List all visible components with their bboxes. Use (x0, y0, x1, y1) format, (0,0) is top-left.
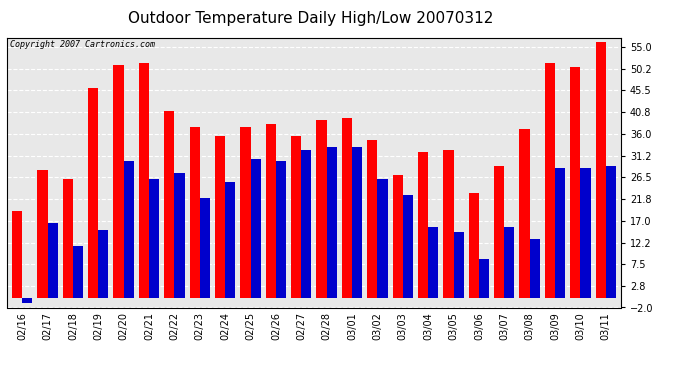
Bar (479, 260, 489, 299)
Bar (342, 118, 352, 298)
Bar (377, 179, 388, 298)
Bar (352, 147, 362, 298)
Bar (225, 182, 235, 298)
Bar (98, 230, 108, 298)
Bar (175, 172, 184, 298)
Bar (403, 195, 413, 298)
Bar (113, 65, 124, 298)
Bar (149, 179, 159, 298)
Bar (73, 246, 83, 298)
Bar (453, 232, 464, 298)
Bar (530, 239, 540, 298)
Bar (276, 161, 286, 298)
Bar (326, 147, 337, 298)
Bar (545, 63, 555, 298)
Bar (240, 127, 250, 298)
Bar (124, 161, 134, 298)
Bar (504, 227, 515, 298)
Bar (190, 127, 200, 298)
Bar (200, 198, 210, 298)
Bar (164, 111, 175, 298)
Bar (215, 136, 225, 298)
Bar (595, 42, 606, 298)
Text: Outdoor Temperature Daily High/Low 20070312: Outdoor Temperature Daily High/Low 20070… (128, 11, 493, 26)
Bar (367, 141, 377, 298)
Bar (291, 136, 302, 298)
Bar (469, 193, 479, 298)
Bar (22, 298, 32, 303)
Bar (418, 152, 428, 298)
Bar (37, 170, 48, 298)
Bar (302, 150, 311, 298)
Bar (12, 211, 22, 298)
Bar (266, 124, 276, 298)
Bar (570, 67, 580, 298)
Bar (428, 227, 438, 298)
Bar (63, 179, 73, 298)
Bar (250, 159, 261, 298)
Bar (393, 175, 403, 298)
Bar (555, 168, 565, 298)
Bar (520, 129, 530, 298)
Bar (139, 63, 149, 298)
Bar (494, 166, 504, 298)
Bar (317, 120, 326, 298)
Bar (88, 88, 98, 298)
Text: Copyright 2007 Cartronics.com: Copyright 2007 Cartronics.com (10, 40, 155, 49)
Bar (606, 166, 616, 298)
Bar (444, 150, 453, 298)
Bar (580, 168, 591, 298)
Bar (48, 223, 58, 298)
